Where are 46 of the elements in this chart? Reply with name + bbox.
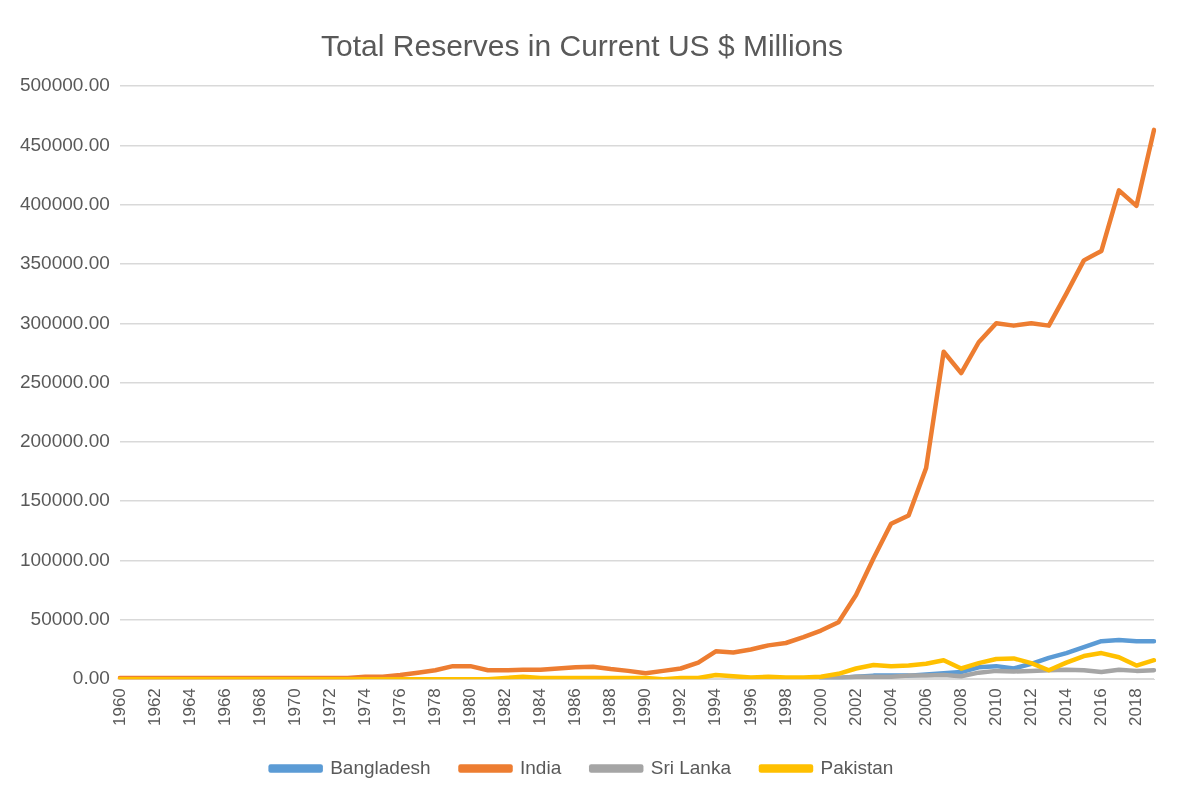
x-tick-label: 2018: [1126, 688, 1146, 727]
legend-label: Pakistan: [820, 756, 894, 778]
legend-label: India: [520, 756, 562, 778]
y-tick-label: 400000.00: [19, 192, 110, 214]
x-tick-label: 1976: [389, 688, 409, 727]
x-tick-label: 1980: [460, 688, 480, 727]
x-tick-label: 2008: [950, 688, 970, 727]
x-tick-label: 1982: [495, 688, 515, 727]
x-tick-label: 1964: [179, 688, 199, 727]
x-tick-label: 1990: [635, 688, 655, 727]
x-tick-label: 1968: [249, 688, 269, 727]
x-tick-label: 1978: [425, 688, 445, 727]
x-tick-label: 2002: [845, 688, 865, 727]
x-tick-label: 2014: [1056, 688, 1076, 727]
legend-label: Sri Lanka: [650, 756, 732, 778]
x-tick-label: 1994: [705, 688, 725, 727]
x-tick-label: 2016: [1091, 688, 1111, 727]
x-tick-label: 1970: [284, 688, 304, 727]
y-tick-label: 50000.00: [30, 608, 110, 630]
chart-title: Total Reserves in Current US $ Millions: [321, 29, 843, 63]
x-tick-label: 2004: [880, 688, 900, 727]
x-tick-label: 1960: [109, 688, 129, 727]
x-tick-label: 2000: [810, 688, 830, 727]
x-tick-label: 1962: [144, 688, 164, 727]
y-tick-label: 250000.00: [19, 370, 110, 392]
x-tick-label: 2010: [985, 688, 1005, 727]
y-tick-label: 150000.00: [19, 489, 110, 511]
y-tick-label: 500000.00: [19, 74, 110, 96]
y-tick-label: 100000.00: [19, 548, 110, 570]
y-tick-label: 200000.00: [19, 430, 110, 452]
x-tick-label: 2006: [915, 688, 935, 727]
x-tick-label: 2012: [1020, 688, 1040, 727]
x-tick-label: 1984: [530, 688, 550, 727]
x-tick-label: 1996: [740, 688, 760, 727]
x-tick-label: 1992: [670, 688, 690, 727]
x-tick-label: 1986: [565, 688, 585, 727]
x-tick-label: 1966: [214, 688, 234, 727]
y-tick-label: 0.00: [72, 667, 110, 689]
x-tick-label: 1972: [319, 688, 339, 727]
legend-label: Bangladesh: [330, 756, 431, 778]
x-tick-label: 1988: [600, 688, 620, 727]
y-tick-label: 300000.00: [19, 311, 110, 333]
x-tick-label: 1974: [354, 688, 374, 727]
x-tick-label: 1998: [775, 688, 795, 727]
y-tick-label: 350000.00: [19, 252, 110, 274]
y-tick-label: 450000.00: [19, 133, 110, 155]
